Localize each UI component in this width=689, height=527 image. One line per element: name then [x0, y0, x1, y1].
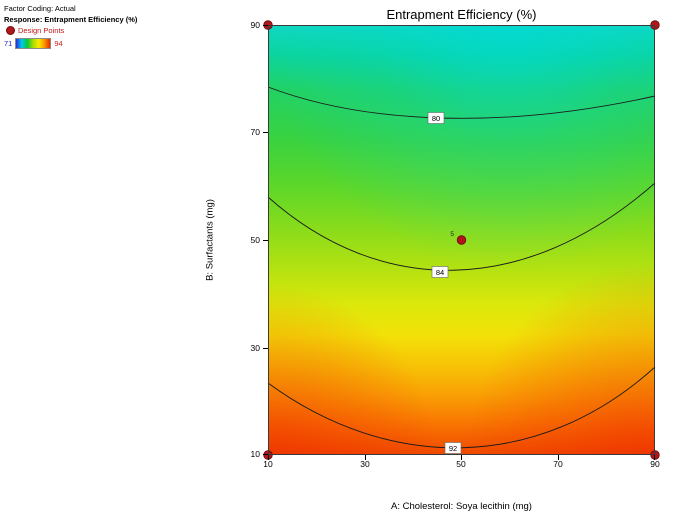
- color-scale-bar: [15, 38, 52, 49]
- y-tick-label: 30: [250, 343, 260, 353]
- x-tick-mark: [365, 455, 366, 460]
- y-tick-mark: [263, 240, 268, 241]
- x-tick-label: 50: [456, 459, 466, 469]
- contour-line-84: [267, 182, 656, 271]
- y-tick-label: 50: [250, 235, 260, 245]
- x-tick-mark: [461, 455, 462, 460]
- legend: Factor Coding: Actual Response: Entrapme…: [4, 3, 137, 49]
- color-scale-legend: 71 94: [4, 38, 137, 49]
- plot-area: 80 84 92 5: [263, 20, 660, 460]
- y-tick-label: 10: [250, 449, 260, 459]
- contour-line-92: [267, 366, 656, 449]
- contour-label-92-text: 92: [449, 444, 457, 453]
- y-tick-mark: [263, 132, 268, 133]
- contour-label-84-text: 84: [436, 268, 444, 277]
- response-label: Response: Entrapment Efficiency (%): [4, 15, 138, 24]
- x-tick-label: 70: [553, 459, 563, 469]
- contour-canvas: 80 84 92 5: [263, 20, 660, 460]
- y-axis-title: B: Surfactants (mg): [204, 199, 216, 281]
- contour-label-80: 80: [427, 112, 445, 124]
- x-axis-title: A: Cholesterol: Soya lecithin (mg): [391, 501, 532, 512]
- design-point-icon: [6, 26, 15, 35]
- scale-min-value: 71: [4, 39, 13, 48]
- design-points-label: Design Points: [18, 26, 65, 35]
- y-tick-mark: [263, 25, 268, 26]
- design-point-center: [456, 235, 467, 245]
- design-point-count-label: 5: [450, 231, 454, 238]
- contour-label-84: 84: [431, 266, 449, 278]
- x-tick-mark: [558, 455, 559, 460]
- x-tick-label: 90: [650, 459, 660, 469]
- contour-label-80-text: 80: [432, 114, 440, 123]
- contour-label-92: 92: [444, 442, 462, 454]
- y-tick-label: 90: [250, 20, 260, 30]
- x-tick-mark: [268, 455, 269, 460]
- factor-coding-label: Factor Coding: Actual: [4, 4, 76, 13]
- y-tick-mark: [263, 348, 268, 349]
- plot-border: [268, 25, 655, 455]
- x-tick-label: 30: [360, 459, 370, 469]
- x-tick-label: 10: [263, 459, 273, 469]
- design-points-legend-row: Design Points: [4, 25, 137, 36]
- chart-title: Entrapment Efficiency (%): [386, 7, 537, 22]
- scale-max-value: 94: [54, 39, 63, 48]
- x-tick-mark: [654, 455, 655, 460]
- y-tick-label: 70: [250, 127, 260, 137]
- y-tick-mark: [263, 454, 268, 455]
